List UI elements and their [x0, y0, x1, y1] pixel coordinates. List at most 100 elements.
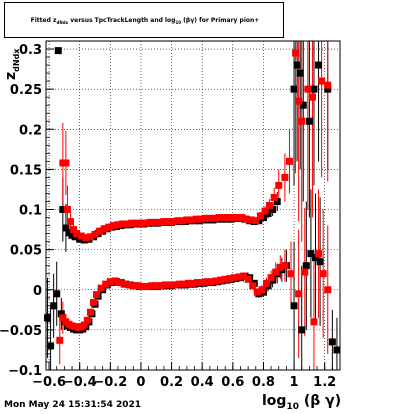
red-data-point	[281, 173, 289, 181]
red-data-point	[238, 214, 246, 222]
x-tick-label: 0.2	[160, 375, 183, 390]
black-data-point	[269, 206, 277, 214]
red-data-point	[183, 216, 191, 224]
black-data-point	[57, 310, 65, 318]
black-data-point	[316, 258, 324, 266]
red-data-point	[217, 276, 225, 284]
red-data-point	[226, 275, 234, 283]
red-data-point	[105, 223, 113, 231]
red-data-point	[157, 282, 165, 290]
black-data-point	[324, 85, 332, 93]
red-data-point	[272, 268, 280, 276]
red-data-point	[203, 278, 211, 286]
black-data-point	[47, 342, 55, 350]
red-data-point	[96, 227, 104, 235]
grid-lines	[46, 41, 340, 371]
red-data-point	[180, 280, 188, 288]
red-data-point	[161, 281, 169, 289]
red-data-point	[220, 214, 228, 222]
red-data-point	[189, 279, 197, 287]
red-data-point	[201, 214, 209, 222]
black-data-point	[302, 262, 310, 270]
x-tick-label: 0.4	[191, 375, 214, 390]
red-data-point	[166, 281, 174, 289]
y-tick-label: 0	[33, 284, 42, 299]
red-data-point	[116, 279, 123, 287]
red-data-point	[67, 218, 74, 226]
red-data-point	[270, 193, 278, 201]
red-data-point	[91, 230, 99, 238]
red-data-point	[109, 222, 117, 230]
chart-title: Fitted zdNdx versus TpcTrackLength and l…	[30, 17, 260, 26]
x-tick-labels: −0.6−0.4−0.2 0 0.2 0.4 0.6 0.8 1 1.2	[32, 375, 336, 390]
red-data-point	[146, 218, 154, 226]
black-data-point	[305, 117, 313, 125]
data-markers	[44, 47, 341, 354]
red-data-point	[210, 214, 218, 222]
red-data-point	[134, 282, 142, 290]
red-data-point	[123, 220, 131, 228]
red-data-point	[86, 233, 94, 241]
red-data-point	[125, 281, 133, 289]
red-data-point	[224, 214, 232, 222]
red-data-point	[59, 314, 67, 322]
red-data-point	[308, 93, 316, 101]
black-data-point	[333, 346, 341, 354]
y-tick-label: −0.1	[8, 364, 42, 379]
red-data-point	[249, 282, 257, 290]
red-data-point	[267, 274, 275, 282]
plot-frame	[45, 40, 341, 371]
red-data-point	[114, 221, 122, 229]
black-data-point	[296, 69, 304, 77]
red-data-point	[160, 218, 168, 226]
y-tick-label: 0.1	[19, 204, 42, 219]
red-data-point	[73, 230, 81, 238]
red-data-point	[240, 272, 248, 280]
red-data-point	[207, 278, 215, 286]
red-data-point	[83, 316, 91, 324]
red-data-point	[56, 336, 64, 344]
x-tick-label: 0.6	[221, 375, 244, 390]
red-data-point	[63, 206, 71, 214]
red-data-point	[132, 219, 140, 227]
red-data-point	[165, 218, 172, 226]
y-tick-label: 0.05	[10, 244, 42, 259]
red-data-point	[304, 85, 312, 93]
red-data-point	[256, 212, 264, 220]
black-data-point	[315, 61, 323, 69]
red-data-point	[184, 279, 192, 287]
red-data-point	[62, 159, 70, 167]
y-tick-label: 0.25	[10, 83, 42, 98]
red-data-point	[263, 279, 270, 287]
red-data-point	[281, 262, 289, 270]
red-data-point	[221, 275, 229, 283]
y-tick-label: 0.3	[19, 43, 42, 58]
black-data-point	[307, 250, 315, 258]
red-data-point	[197, 215, 205, 223]
red-data-point	[129, 282, 137, 290]
red-data-point	[252, 217, 260, 225]
x-tick-label: 0	[136, 375, 145, 390]
red-data-point	[142, 219, 150, 227]
red-data-point	[244, 275, 252, 283]
y-tick-label: 0.15	[10, 163, 42, 178]
x-tick-label: −0.2	[93, 375, 127, 390]
black-data-point	[273, 197, 281, 205]
black-data-point	[62, 224, 70, 232]
red-data-point	[287, 270, 295, 278]
red-data-point	[233, 214, 241, 222]
red-data-point	[151, 218, 159, 226]
red-data-point	[212, 277, 220, 285]
red-data-point	[258, 286, 266, 294]
red-data-point	[152, 282, 160, 290]
timestamp: Mon May 24 15:31:54 2021	[4, 400, 142, 410]
red-data-point	[243, 215, 251, 223]
red-data-point	[301, 268, 309, 276]
red-data-point	[128, 219, 136, 227]
red-data-point	[138, 283, 146, 291]
y-tick-labels: −0.1 −0.05 0 0.05 0.1 0.15 0.2 0.25 0.3	[0, 43, 42, 379]
red-data-point	[70, 226, 78, 234]
red-data-point	[194, 279, 202, 287]
red-data-point	[295, 97, 303, 105]
